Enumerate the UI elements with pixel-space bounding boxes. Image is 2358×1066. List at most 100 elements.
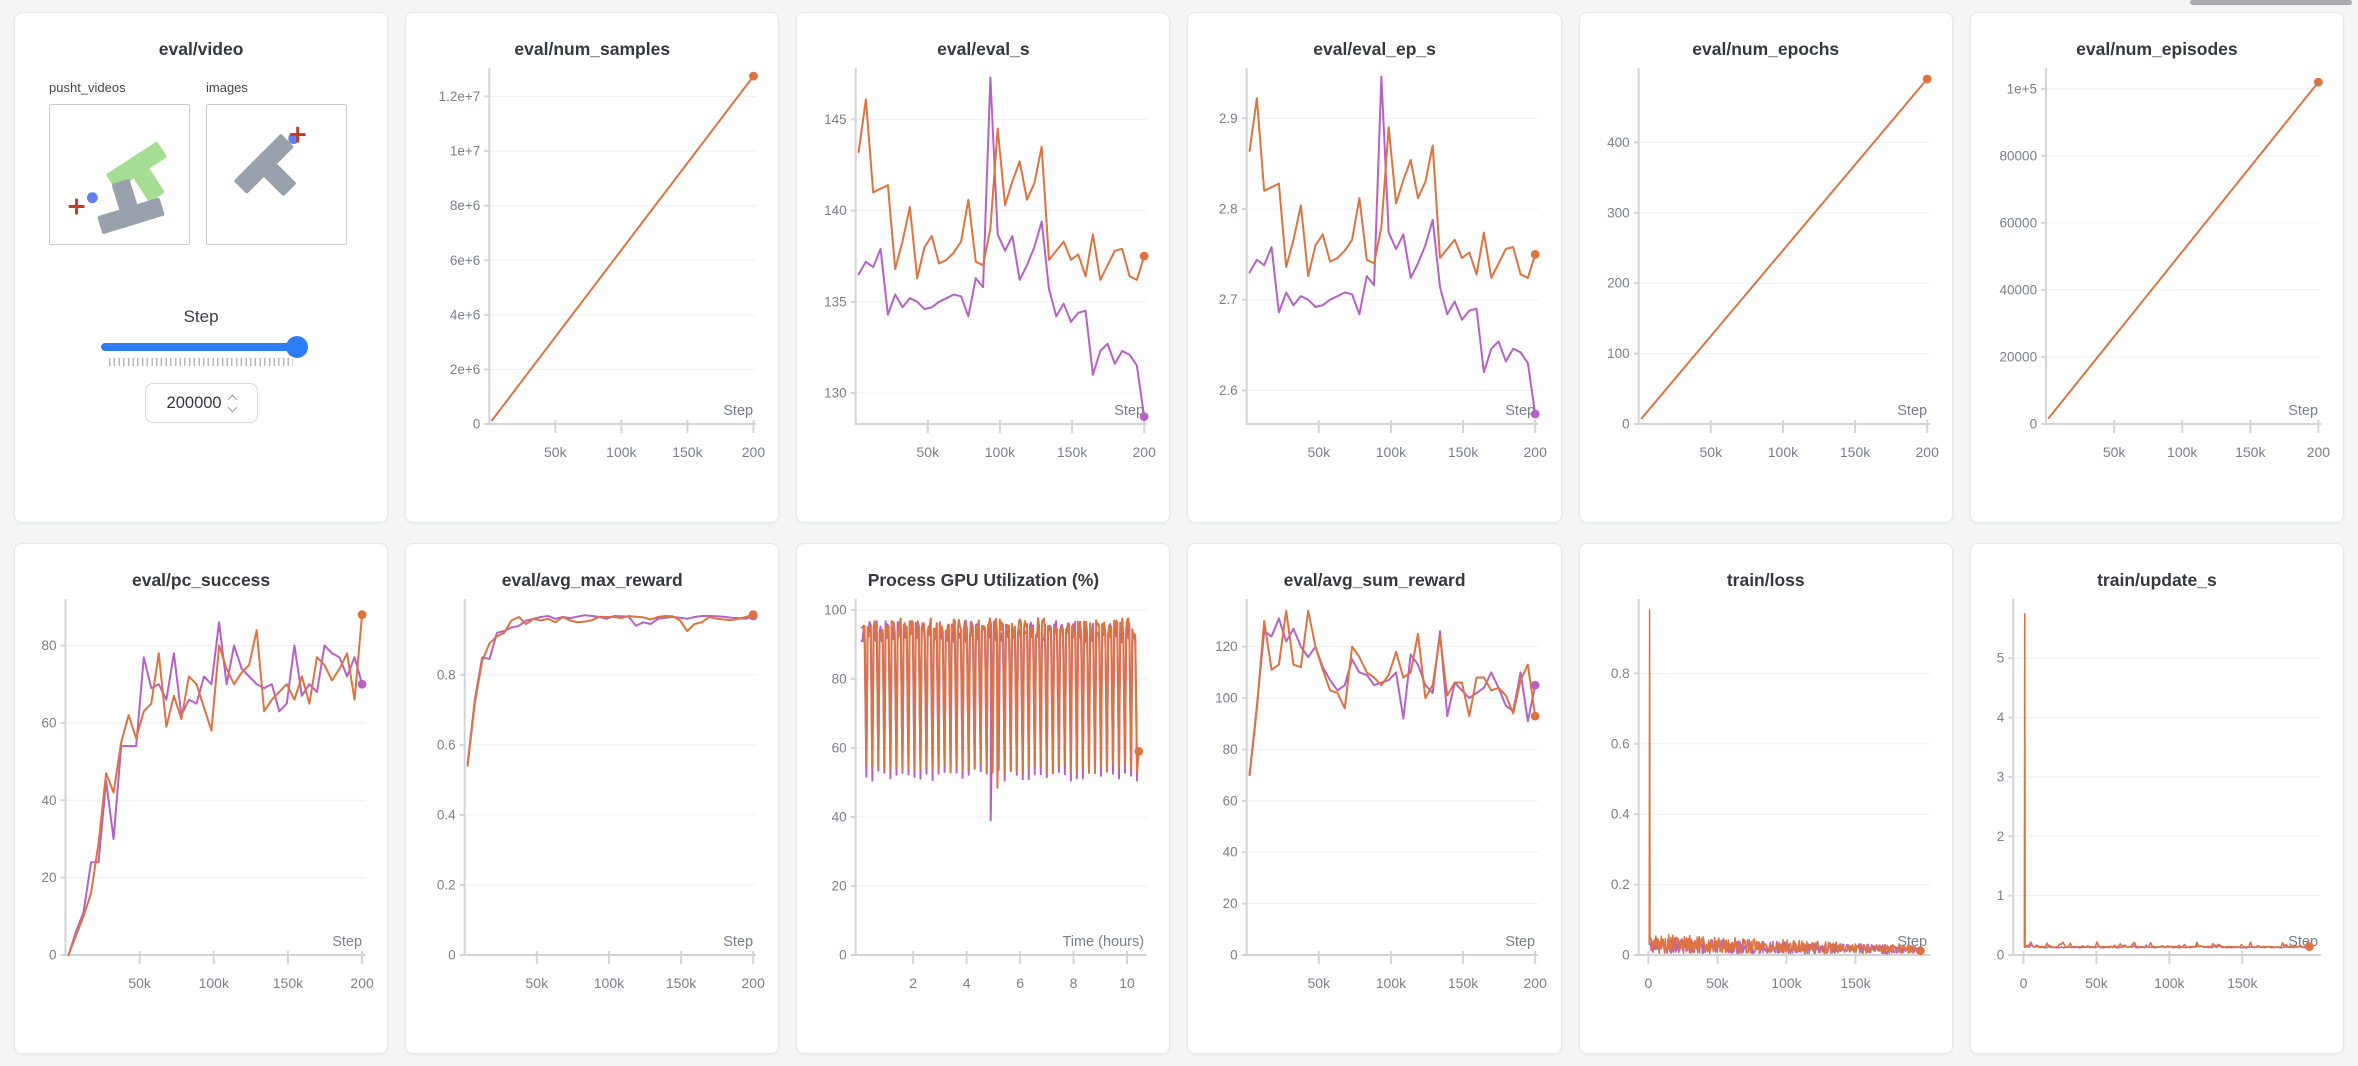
svg-text:0: 0 bbox=[2019, 975, 2027, 991]
step-number-input[interactable]: 200000 bbox=[144, 383, 258, 423]
svg-text:2.7: 2.7 bbox=[1219, 292, 1238, 307]
svg-text:Step: Step bbox=[723, 934, 753, 950]
panel-train-update-s[interactable]: train/update_s 0 1 2 3 4 5 0 50k 100k 150k Step bbox=[1969, 543, 2344, 1054]
svg-text:100: 100 bbox=[1216, 691, 1239, 706]
svg-text:135: 135 bbox=[824, 294, 847, 309]
svg-text:Step: Step bbox=[332, 934, 362, 950]
panel-eval-avg-sum-reward[interactable]: eval/avg_sum_reward 0 20 40 60 80 100 120 50k 10… bbox=[1187, 543, 1562, 1054]
chart-title: eval/avg_max_reward bbox=[501, 570, 683, 590]
svg-text:1e+7: 1e+7 bbox=[450, 144, 480, 159]
svg-text:150k: 150k bbox=[1840, 975, 1871, 991]
panel-eval-avg-max-reward[interactable]: eval/avg_max_reward 0 0.2 0.4 0.6 0.8 50k 100k… bbox=[405, 543, 780, 1054]
svg-text:4e+6: 4e+6 bbox=[450, 307, 480, 322]
svg-text:100k: 100k bbox=[606, 444, 637, 460]
video-caption: pusht_videos bbox=[49, 80, 126, 95]
svg-text:100k: 100k bbox=[1376, 444, 1407, 460]
chart-title: eval/num_epochs bbox=[1692, 39, 1840, 59]
chart-eval-pc-success[interactable]: 0 20 40 60 80 50k 100k 150k 200 Step bbox=[15, 595, 387, 1019]
svg-text:0.6: 0.6 bbox=[1611, 736, 1630, 751]
chart-eval-eval-ep-s[interactable]: 2.6 2.7 2.8 2.9 50k 100k 150k 200 Step bbox=[1188, 64, 1560, 488]
svg-text:0.8: 0.8 bbox=[1611, 666, 1630, 681]
svg-text:0.6: 0.6 bbox=[437, 737, 456, 752]
image-thumbnail[interactable] bbox=[206, 104, 347, 245]
panel-eval-num-samples[interactable]: eval/num_samples 0 2e+6 4e+6 6e+6 8e+6 1e+7 1.… bbox=[405, 12, 780, 523]
panel-eval-num-epochs[interactable]: eval/num_epochs 0 100 200 300 400 50k 100k 150k… bbox=[1578, 12, 1953, 523]
svg-text:200: 200 bbox=[1133, 444, 1157, 460]
svg-text:20: 20 bbox=[41, 870, 56, 885]
svg-text:0.4: 0.4 bbox=[1611, 807, 1630, 822]
pusht-video-frame bbox=[68, 141, 167, 234]
stepper-chevrons[interactable] bbox=[227, 394, 238, 412]
panel-eval-num-episodes[interactable]: eval/num_episodes 0 20000 40000 60000 80000 1… bbox=[1969, 12, 2344, 523]
green-t-shape bbox=[106, 141, 167, 202]
chevron-down-icon[interactable] bbox=[227, 402, 238, 412]
video-thumbnail[interactable] bbox=[49, 104, 190, 245]
svg-text:140: 140 bbox=[824, 203, 847, 218]
svg-text:40000: 40000 bbox=[1999, 282, 2037, 297]
svg-text:50k: 50k bbox=[1699, 444, 1723, 460]
panel-eval-video[interactable]: eval/video pusht_videos bbox=[14, 12, 389, 523]
svg-text:20: 20 bbox=[1223, 896, 1238, 911]
svg-text:200: 200 bbox=[1524, 444, 1548, 460]
svg-text:150k: 150k bbox=[672, 444, 703, 460]
pusht-image-frame bbox=[234, 126, 306, 196]
svg-text:0.8: 0.8 bbox=[437, 667, 456, 682]
svg-text:50k: 50k bbox=[1308, 444, 1332, 460]
svg-text:0.4: 0.4 bbox=[437, 807, 456, 822]
svg-text:100k: 100k bbox=[594, 975, 625, 991]
svg-text:10: 10 bbox=[1120, 975, 1136, 991]
chart-process-gpu-utilization[interactable]: 0 20 40 60 80 100 2 4 6 8 10 Time (hours) bbox=[797, 595, 1169, 1019]
chart-eval-eval-s[interactable]: 130 135 140 145 50k 100k 150k 200 Step bbox=[797, 64, 1169, 488]
panel-process-gpu-utilization[interactable]: Process GPU Utilization (%) 0 20 40 60 80 100… bbox=[796, 543, 1171, 1054]
goal-cross-icon bbox=[68, 198, 85, 215]
svg-text:0: 0 bbox=[2029, 417, 2037, 432]
svg-text:50k: 50k bbox=[917, 444, 941, 460]
svg-text:150k: 150k bbox=[2227, 975, 2258, 991]
svg-text:Step: Step bbox=[1506, 934, 1536, 950]
chart-eval-num-samples[interactable]: 0 2e+6 4e+6 6e+6 8e+6 1e+7 1.2e+7 50k 100k 150k 20… bbox=[406, 64, 778, 488]
chart-eval-num-episodes[interactable]: 0 20000 40000 60000 80000 1e+5 50k 100k 150k 200 S… bbox=[1971, 64, 2343, 488]
panel-train-loss[interactable]: train/loss 0 0.2 0.4 0.6 0.8 0 50k 100k 150k Step bbox=[1578, 543, 1953, 1054]
panel-eval-eval-ep-s[interactable]: eval/eval_ep_s 2.6 2.7 2.8 2.9 50k 100k 150k 20… bbox=[1187, 12, 1562, 523]
chart-eval-avg-max-reward[interactable]: 0 0.2 0.4 0.6 0.8 50k 100k 150k 200 Step bbox=[406, 595, 778, 1019]
svg-text:0.2: 0.2 bbox=[437, 877, 456, 892]
svg-text:1e+5: 1e+5 bbox=[2006, 81, 2036, 96]
svg-text:5: 5 bbox=[1997, 651, 2005, 666]
svg-text:100k: 100k bbox=[985, 444, 1016, 460]
gray-t-shape bbox=[97, 179, 165, 234]
panel-eval-eval-s[interactable]: eval/eval_s 130 135 140 145 50k 100k 150k 200 St… bbox=[796, 12, 1171, 523]
svg-text:0: 0 bbox=[1231, 948, 1239, 963]
svg-text:2.8: 2.8 bbox=[1219, 201, 1238, 216]
panel-eval-pc-success[interactable]: eval/pc_success 0 20 40 60 80 50k 100k 150k 200 S… bbox=[14, 543, 389, 1054]
svg-text:100k: 100k bbox=[1376, 975, 1407, 991]
chart-title: eval/eval_s bbox=[937, 39, 1030, 59]
svg-text:1: 1 bbox=[1997, 888, 2005, 903]
slider-track[interactable] bbox=[101, 336, 309, 358]
slider-thumb[interactable] bbox=[286, 336, 309, 358]
svg-text:Step: Step bbox=[1115, 403, 1145, 419]
svg-text:200: 200 bbox=[2307, 444, 2331, 460]
horizontal-scrollbar-thumb[interactable] bbox=[2190, 0, 2352, 5]
chart-eval-num-epochs[interactable]: 0 100 200 300 400 50k 100k 150k 200 Step bbox=[1580, 64, 1952, 488]
chart-eval-avg-sum-reward[interactable]: 0 20 40 60 80 100 120 50k 100k 150k 200 Step bbox=[1188, 595, 1560, 1019]
step-slider[interactable] bbox=[101, 336, 309, 366]
goal-cross-icon bbox=[289, 126, 306, 143]
svg-text:80: 80 bbox=[41, 638, 56, 653]
image-figure: images bbox=[206, 80, 347, 245]
svg-text:0: 0 bbox=[1622, 417, 1630, 432]
slider-tick-ruler bbox=[109, 358, 294, 366]
svg-text:145: 145 bbox=[824, 112, 847, 127]
step-value[interactable]: 200000 bbox=[166, 393, 222, 412]
step-control: Step 200000 bbox=[15, 307, 387, 423]
svg-text:0: 0 bbox=[49, 948, 57, 963]
svg-text:200: 200 bbox=[1524, 975, 1548, 991]
svg-text:40: 40 bbox=[832, 809, 847, 824]
svg-text:20000: 20000 bbox=[1999, 349, 2037, 364]
svg-text:Step: Step bbox=[1897, 403, 1927, 419]
chart-title: train/loss bbox=[1726, 570, 1805, 590]
svg-text:150k: 150k bbox=[1448, 444, 1479, 460]
svg-text:150k: 150k bbox=[666, 975, 697, 991]
